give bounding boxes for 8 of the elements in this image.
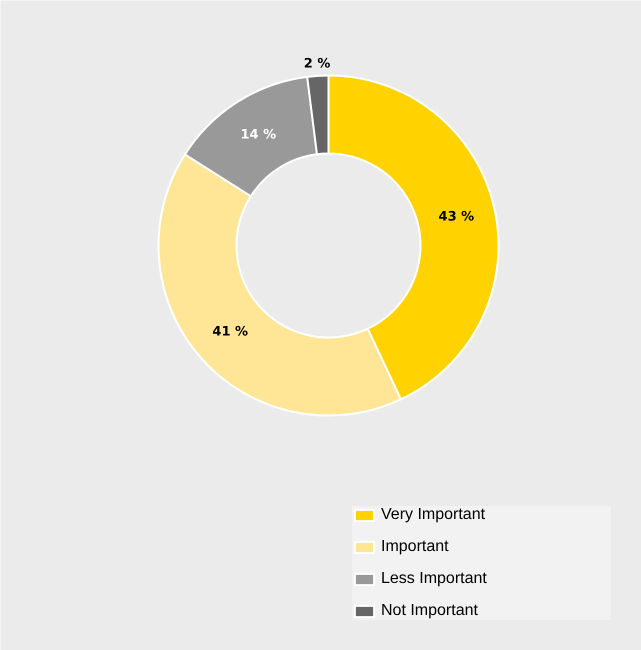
- legend-label: Important: [381, 538, 450, 556]
- data-label: 2 %: [304, 56, 330, 72]
- legend-label: Less Important: [381, 570, 488, 588]
- legend-label: Not Important: [381, 602, 479, 620]
- data-label: 41 %: [212, 324, 248, 340]
- data-label: 14 %: [240, 127, 276, 142]
- data-label: 43 %: [438, 209, 474, 224]
- legend-label: Very Important: [381, 506, 486, 524]
